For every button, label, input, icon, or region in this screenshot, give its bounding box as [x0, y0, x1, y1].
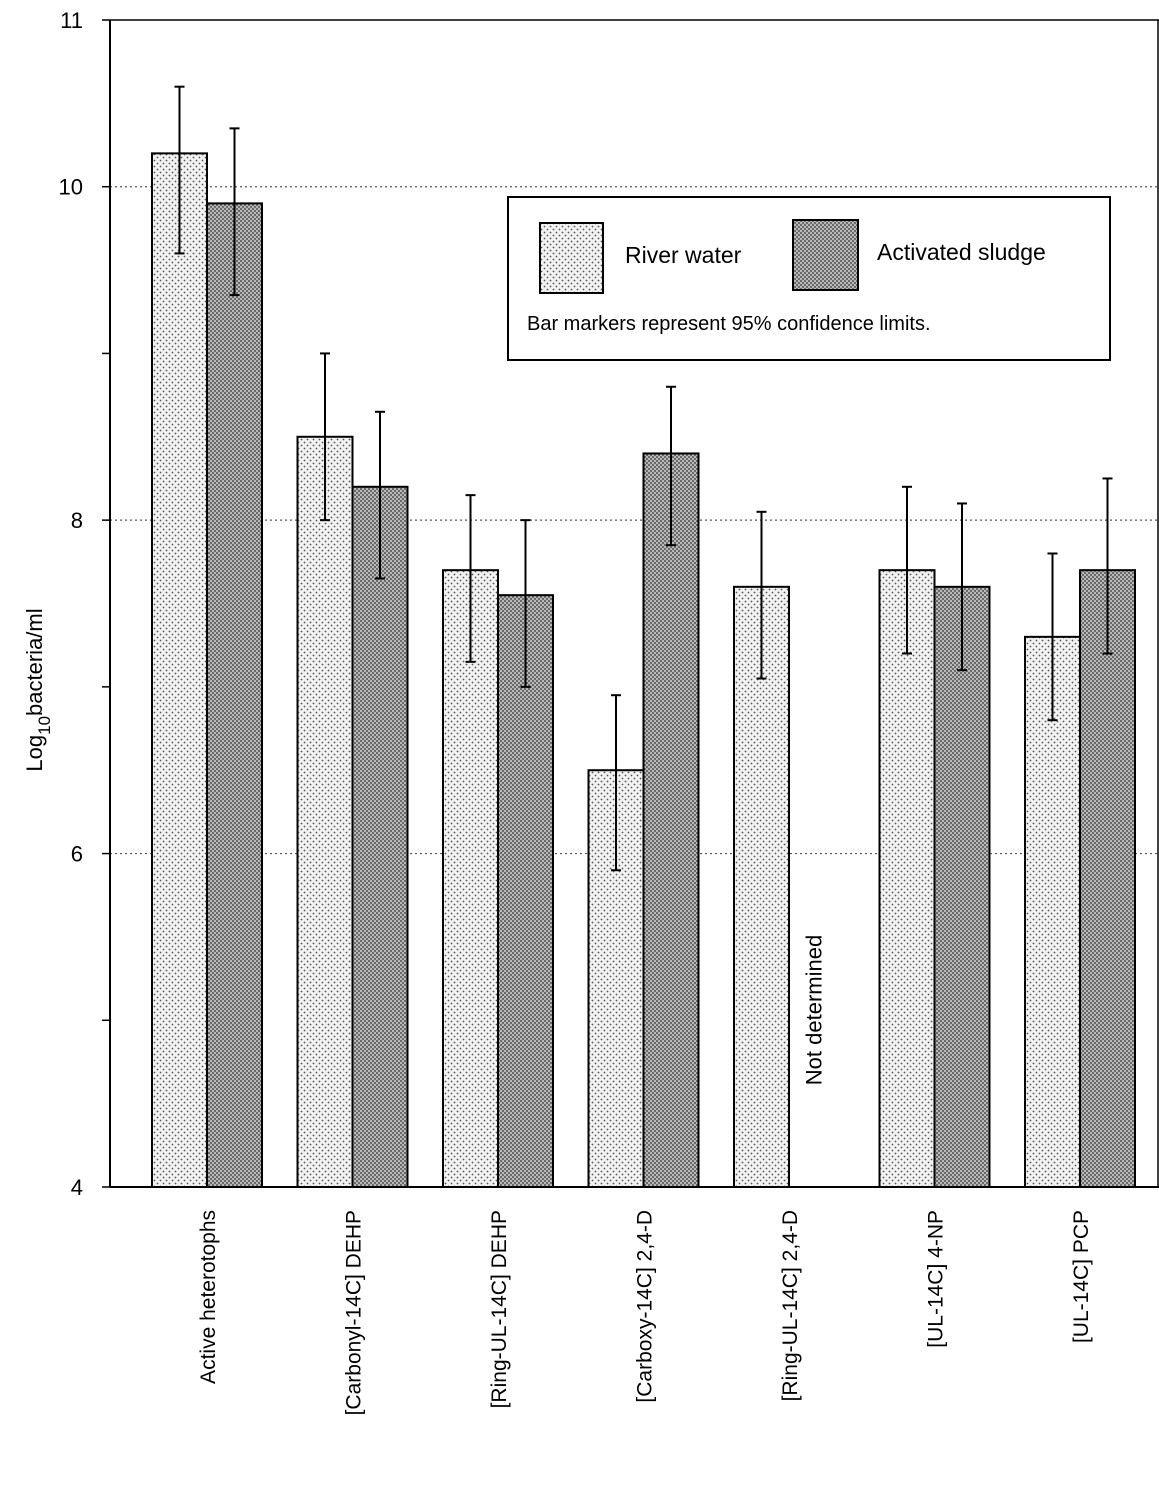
axes-layer	[109, 19, 1159, 1188]
y-axis-label: Log10bacteria/ml	[22, 608, 54, 771]
x-category-labels: Active heterotophs [Carbonyl-14C] DEHP [Ri…	[197, 1210, 1093, 1415]
not-determined-annotation: Not determined	[802, 935, 827, 1085]
bar-river-water-0	[151, 152, 208, 1188]
x-category-label-5: [UL-14C] 4-NP	[925, 1210, 948, 1348]
error-bars-layer	[174, 85, 1113, 872]
bar-activated-sludge-3	[642, 452, 700, 1188]
x-category-label-0: Active heterotophs	[197, 1210, 220, 1384]
bars-layer	[151, 152, 1136, 1188]
legend-swatch-activated-sludge	[792, 219, 859, 291]
bar-activated-sludge-6	[1079, 569, 1136, 1188]
bar-activated-sludge-2	[497, 594, 554, 1188]
legend-swatch-river-water	[539, 222, 604, 294]
bar-river-water-1	[296, 435, 354, 1188]
x-category-label-3: [Carboxy-14C] 2,4-D	[634, 1210, 657, 1403]
bar-river-water-6	[1024, 635, 1081, 1188]
y-tick-label-10: 10	[59, 175, 83, 200]
x-category-label-6: [UL-14C] PCP	[1070, 1210, 1093, 1343]
bar-activated-sludge-5	[933, 585, 991, 1188]
bar-activated-sludge-1	[351, 485, 409, 1188]
legend-label-activated-sludge: Activated sludge	[877, 239, 1046, 265]
y-tick-label-4: 4	[71, 1175, 83, 1200]
y-tick-label-11: 11	[60, 8, 83, 33]
bar-activated-sludge-0	[206, 202, 263, 1188]
legend-label-river-water: River water	[625, 242, 742, 268]
x-category-label-1: [Carbonyl-14C] DEHP	[343, 1210, 366, 1415]
bar-river-water-5	[878, 569, 936, 1188]
x-category-label-2: [Ring-UL-14C] DEHP	[488, 1210, 511, 1408]
x-category-label-4: [Ring-UL-14C] 2,4-D	[779, 1210, 802, 1401]
legend: River water Activated sludge Bar markers…	[507, 196, 1111, 361]
y-ticks: 4 6 8 10 11	[59, 8, 110, 1200]
legend-note: Bar markers represent 95% confidence lim…	[527, 313, 931, 335]
y-tick-label-6: 6	[71, 842, 83, 867]
y-tick-label-8: 8	[71, 508, 83, 533]
